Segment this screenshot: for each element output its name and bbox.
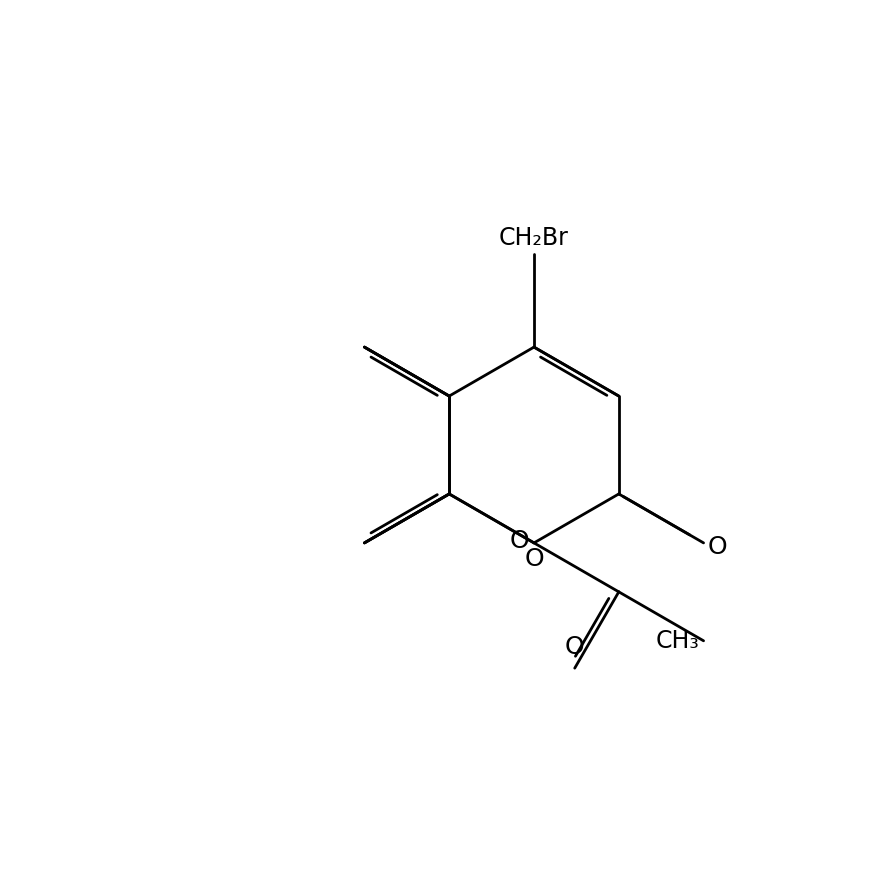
Text: O: O	[524, 547, 544, 571]
Text: O: O	[565, 635, 585, 659]
Text: CH₂Br: CH₂Br	[499, 226, 569, 250]
Text: O: O	[510, 530, 530, 553]
Text: CH₃: CH₃	[655, 629, 700, 652]
Text: O: O	[708, 536, 728, 559]
